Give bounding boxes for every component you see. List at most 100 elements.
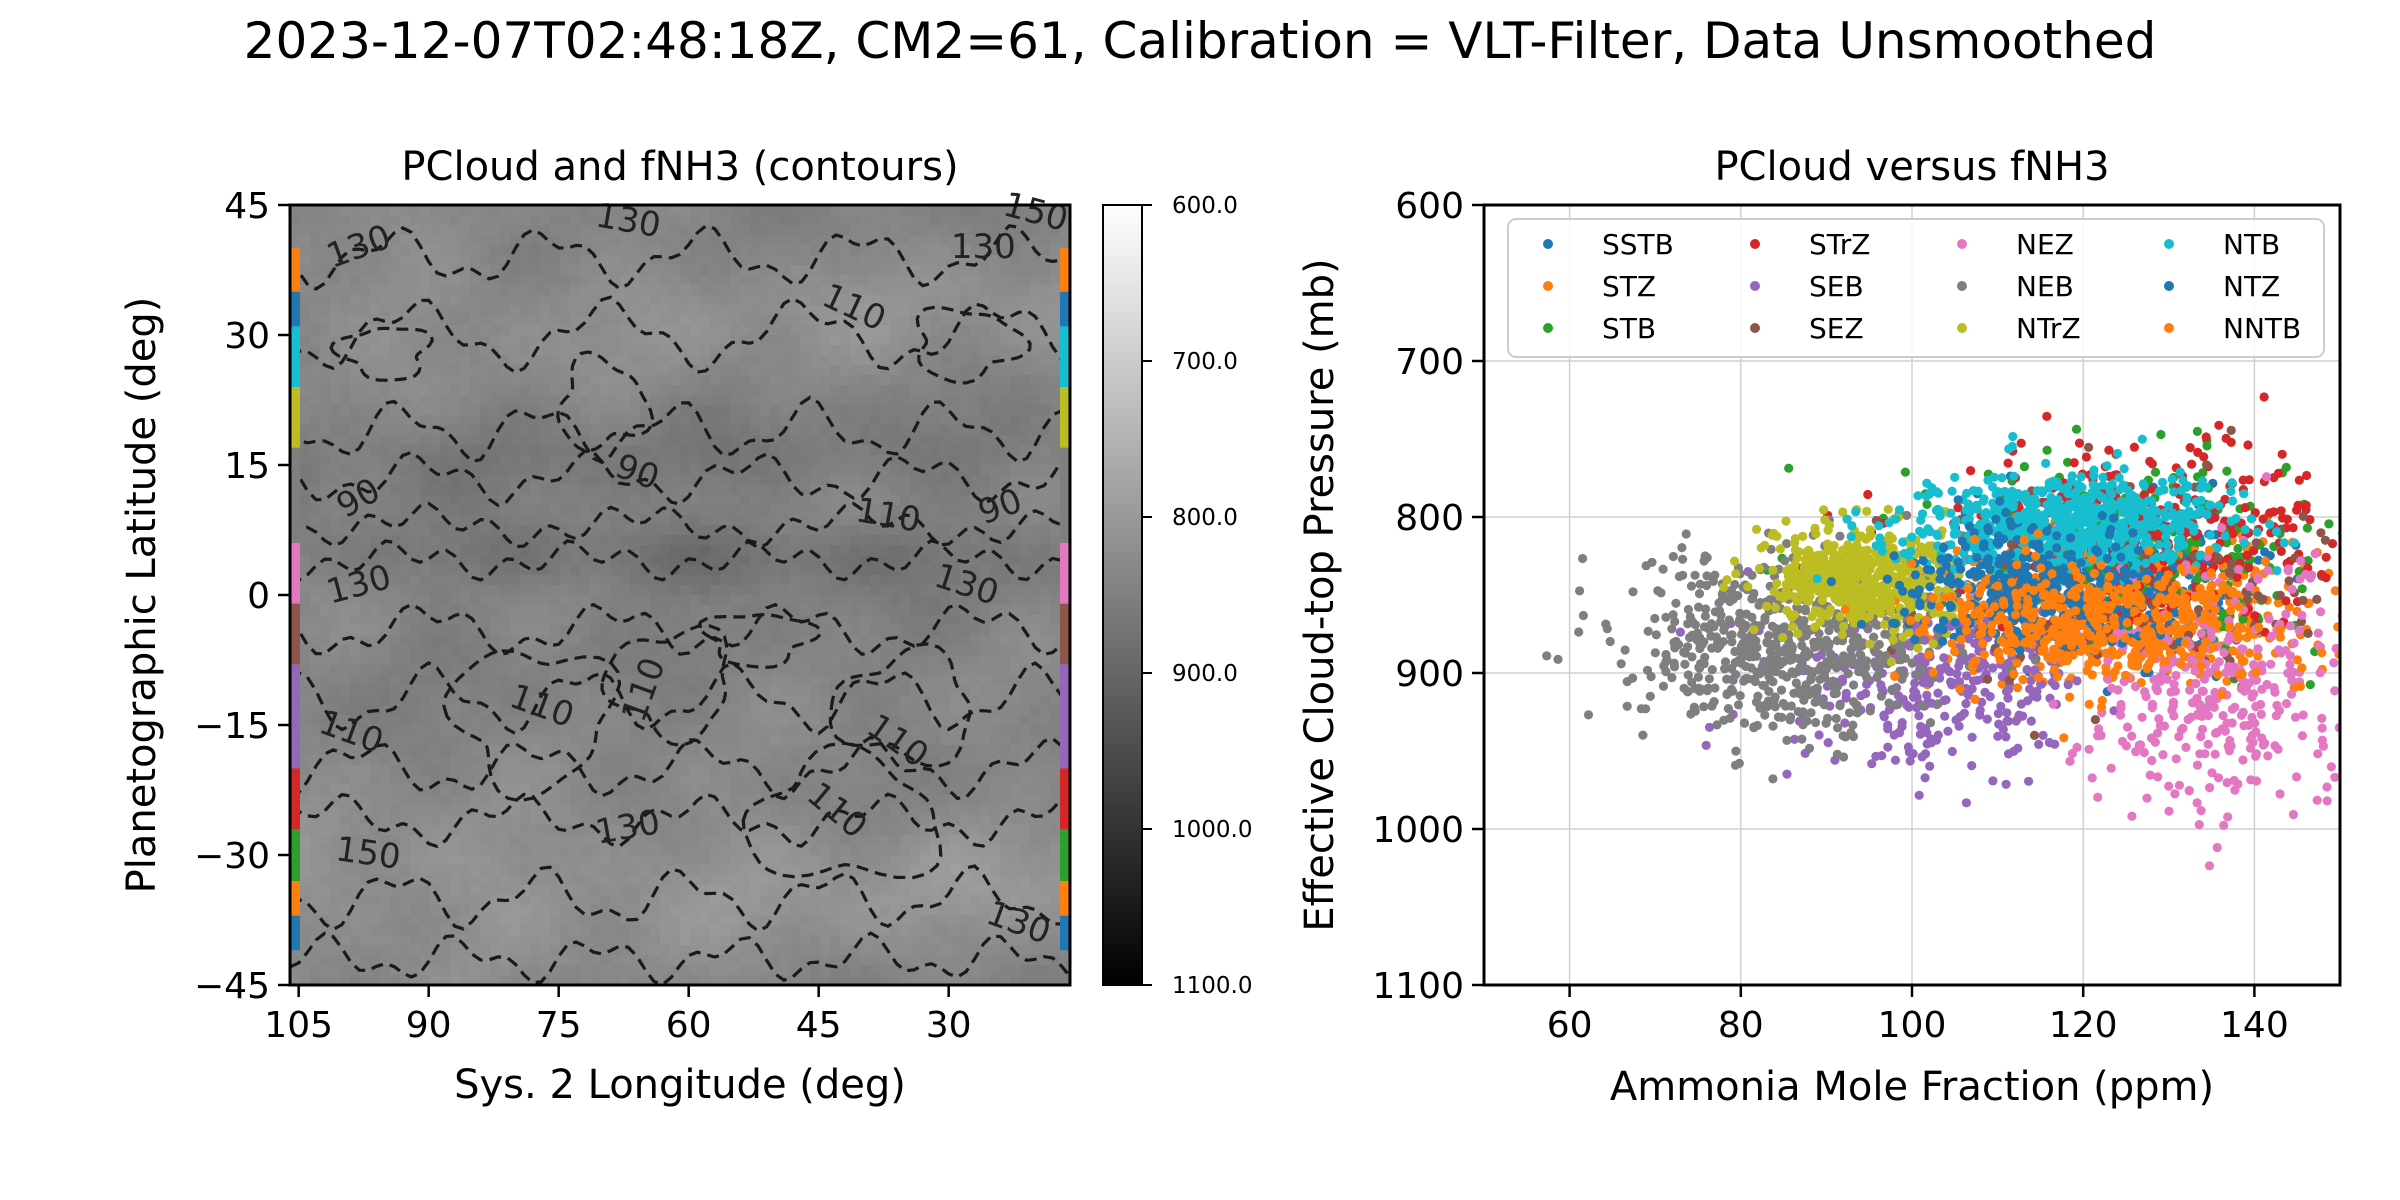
map-cell	[400, 385, 411, 396]
map-cell	[390, 665, 401, 676]
map-cell	[610, 255, 621, 266]
map-cell	[550, 305, 561, 316]
map-cell	[570, 235, 581, 246]
map-cell	[940, 225, 951, 236]
map-cell	[310, 785, 321, 796]
map-cell	[340, 675, 351, 686]
map-cell	[750, 315, 761, 326]
map-cell	[1050, 205, 1061, 216]
map-cell	[950, 815, 961, 826]
map-cell	[630, 415, 641, 426]
map-cell	[420, 675, 431, 686]
map-cell	[850, 715, 861, 726]
map-cell	[810, 245, 821, 256]
map-cell	[990, 415, 1001, 426]
map-cell	[750, 835, 761, 846]
map-cell	[1030, 835, 1041, 846]
map-cell	[880, 785, 891, 796]
map-cell	[870, 815, 881, 826]
map-cell	[330, 675, 341, 686]
map-cell	[1020, 385, 1031, 396]
map-cell	[590, 255, 601, 266]
map-cell	[430, 465, 441, 476]
map-cell	[790, 575, 801, 586]
map-cell	[310, 375, 321, 386]
map-cell	[720, 605, 731, 616]
map-cell	[890, 805, 901, 816]
map-cell	[370, 785, 381, 796]
map-cell	[470, 715, 481, 726]
map-cell	[550, 725, 561, 736]
map-cell	[330, 345, 341, 356]
map-cell	[750, 595, 761, 606]
map-cell	[570, 225, 581, 236]
map-cell	[690, 825, 701, 836]
map-cell	[300, 365, 311, 376]
map-cell	[410, 375, 421, 386]
map-cell	[820, 245, 831, 256]
map-cell	[580, 825, 591, 836]
map-cell	[520, 315, 531, 326]
map-cell	[660, 695, 671, 706]
map-cell	[550, 275, 561, 286]
map-cell	[380, 325, 391, 336]
map-cell	[750, 275, 761, 286]
map-cell	[590, 285, 601, 296]
map-cell	[1010, 575, 1021, 586]
map-cell	[630, 745, 641, 756]
map-cell	[690, 295, 701, 306]
map-cell	[310, 665, 321, 676]
map-cell	[650, 295, 661, 306]
map-cell	[410, 245, 421, 256]
map-cell	[330, 315, 341, 326]
map-cell	[560, 355, 571, 366]
map-cell	[430, 425, 441, 436]
map-cell	[990, 745, 1001, 756]
map-cell	[360, 475, 371, 486]
map-cell	[630, 215, 641, 226]
map-cell	[540, 215, 551, 226]
map-cell	[760, 335, 771, 346]
map-cell	[720, 375, 731, 386]
map-cell	[660, 385, 671, 396]
map-cell	[710, 405, 721, 416]
map-cell	[650, 215, 661, 226]
map-cell	[700, 805, 711, 816]
map-cell	[880, 325, 891, 336]
map-cell	[770, 415, 781, 426]
map-cell	[530, 355, 541, 366]
map-cell	[770, 235, 781, 246]
map-cell	[310, 455, 321, 466]
map-cell	[910, 785, 921, 796]
map-cell	[990, 315, 1001, 326]
map-cell	[580, 535, 591, 546]
map-cell	[510, 595, 521, 606]
map-cell	[430, 275, 441, 286]
map-cell	[430, 345, 441, 356]
map-cell	[360, 695, 371, 706]
map-cell	[690, 595, 701, 606]
map-cell	[670, 435, 681, 446]
map-cell	[930, 785, 941, 796]
map-cell	[350, 695, 361, 706]
map-cell	[800, 775, 811, 786]
map-cell	[630, 665, 641, 676]
map-cell	[710, 725, 721, 736]
map-cell	[550, 255, 561, 266]
map-cell	[310, 695, 321, 706]
map-cell	[720, 685, 731, 696]
map-cell	[690, 835, 701, 846]
map-cell	[560, 335, 571, 346]
map-cell	[460, 265, 471, 276]
map-cell	[1020, 485, 1031, 496]
map-cell	[390, 325, 401, 336]
map-cell	[940, 555, 951, 566]
map-cell	[950, 625, 961, 636]
map-cell	[470, 305, 481, 316]
map-cell	[490, 385, 501, 396]
map-cell	[360, 295, 371, 306]
map-cell	[810, 605, 821, 616]
map-cell	[570, 325, 581, 336]
map-cell	[370, 215, 381, 226]
map-cell	[310, 635, 321, 646]
